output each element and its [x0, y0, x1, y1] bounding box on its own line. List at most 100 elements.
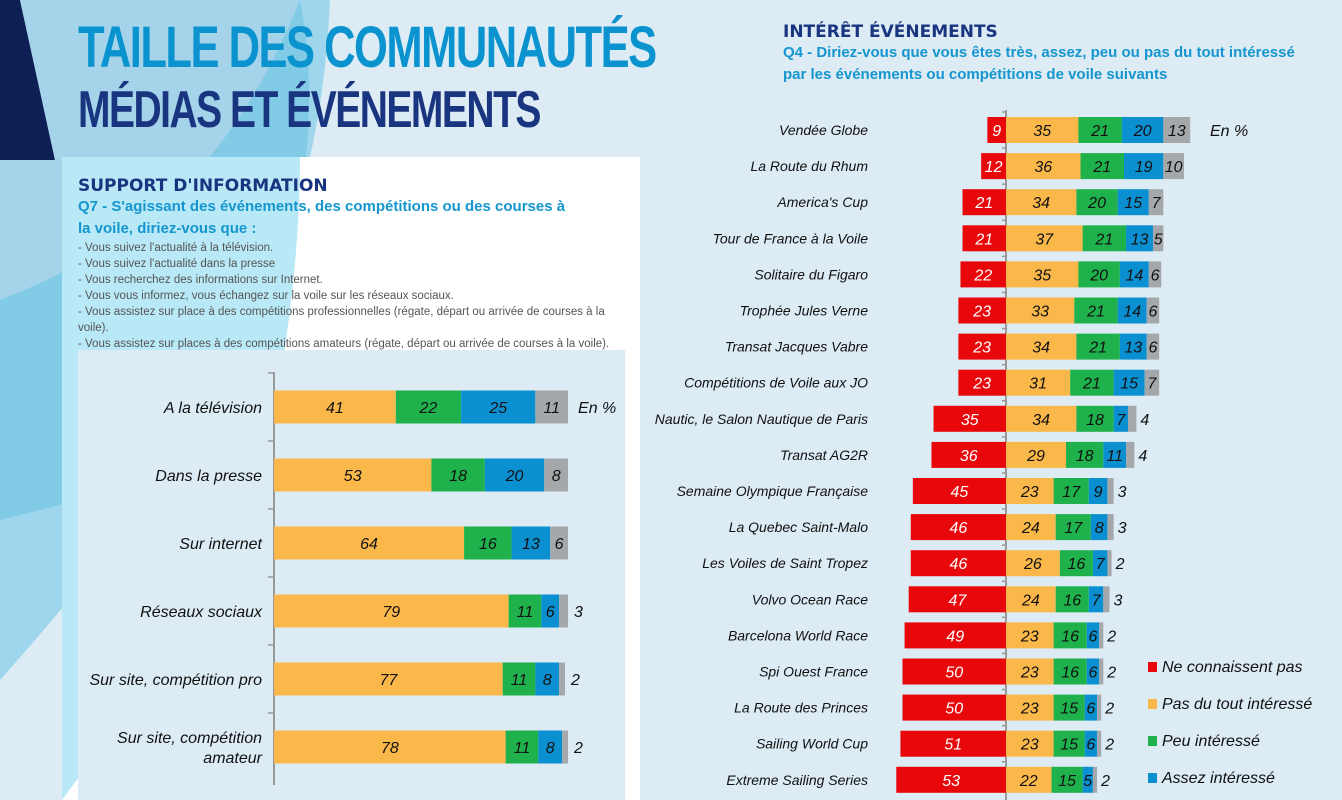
bar-segment-extreme-sailing-series-3 [1082, 766, 1093, 793]
data-label: 20 [505, 468, 524, 485]
bar-segment-la-route-du-rhum-4 [1163, 153, 1185, 180]
data-label: 3 [574, 604, 583, 621]
data-label: 9 [1094, 484, 1103, 501]
bar-segment-sur-internet-1 [464, 526, 512, 560]
data-label: 9 [992, 123, 1001, 140]
bar-segment-transat-ag2r-2 [1066, 441, 1104, 468]
bar-segment-america-s-cup-0 [962, 189, 1006, 216]
bar-segment-transat-ag2r-3 [1103, 441, 1127, 468]
category-label: Sailing World Cup [756, 736, 868, 752]
bar-segment-a-la-television-1 [395, 390, 462, 424]
unit-label: En % [1210, 123, 1248, 140]
data-label: 45 [951, 484, 969, 501]
bar-segment-competitions-de-voile-aux-jo-1 [1006, 369, 1071, 396]
category-label: La Route des Princes [734, 700, 868, 716]
bar-segment-trophee-jules-verne-1 [1006, 297, 1075, 324]
data-label: 2 [1100, 773, 1110, 790]
bar-segment-america-s-cup-4 [1148, 189, 1164, 216]
data-label: 3 [1118, 520, 1127, 537]
data-label: 7 [1147, 376, 1157, 393]
bar-segment-competitions-de-voile-aux-jo-4 [1144, 369, 1160, 396]
data-label: 15 [1058, 773, 1076, 790]
question-q4-line2: par les événements ou compétitions de vo… [783, 66, 1168, 83]
bar-segment-sailing-world-cup-0 [900, 730, 1006, 757]
bar-segment-nautic-le-salon-nautique-de-paris-3 [1113, 405, 1129, 432]
bar-segment-solitaire-du-figaro-0 [960, 261, 1006, 288]
category-label: Volvo Ocean Race [752, 591, 868, 607]
bar-segment-tour-de-france-a-la-voile-2 [1082, 225, 1127, 252]
bar-segment-trophee-jules-verne-4 [1146, 297, 1160, 324]
section-heading: INTÉRÊT ÉVÉNEMENTS [783, 22, 998, 42]
bar-segment-vendee-globe-4 [1163, 117, 1191, 143]
data-label: 33 [1031, 304, 1049, 321]
category-label: Transat Jacques Vabre [725, 339, 868, 355]
data-label: 15 [1120, 376, 1138, 393]
category-label: Vendée Globe [779, 122, 868, 138]
data-label: 6 [1086, 701, 1095, 718]
legend-label: Assez intéressé [1161, 770, 1275, 787]
interest-events-header: INTÉRÊT ÉVÉNEMENTS Q4 - Diriez-vous que … [783, 22, 1295, 86]
question-q7: Q7 - S'agissant des événements, des comp… [78, 198, 566, 237]
data-label: 21 [974, 231, 993, 248]
bar-segment-barcelona-world-race-2 [1053, 622, 1087, 649]
data-label: 20 [1087, 195, 1106, 212]
bar-segment-america-s-cup-3 [1117, 189, 1149, 216]
bar-segment-la-route-des-princes-2 [1053, 694, 1085, 721]
data-label: 12 [985, 159, 1003, 176]
bar-segment-sur-site-competition-amateur-1 [505, 730, 539, 764]
bar-segment-vendee-globe-2 [1078, 117, 1122, 143]
data-label: 24 [1021, 520, 1040, 537]
unit-label: En % [578, 400, 616, 417]
data-label: 5 [1083, 773, 1092, 790]
data-label: 21 [1086, 304, 1105, 321]
bar-segment-spi-ouest-france-1 [1006, 658, 1054, 685]
bar-segment-sur-site-competition-pro-2 [535, 662, 560, 696]
data-label: 8 [1095, 520, 1104, 537]
bar-segment-transat-ag2r-0 [931, 441, 1006, 468]
bar-segment-vendee-globe-3 [1121, 117, 1164, 143]
page-title: TAILLE DES COMMUNAUTÉS [78, 15, 657, 80]
category-label: Sur internet [179, 536, 262, 553]
data-label: 23 [1020, 484, 1039, 501]
data-label: 49 [946, 628, 964, 645]
data-label: 47 [948, 592, 967, 609]
bar-segment-dans-la-presse-3 [544, 458, 569, 492]
data-label: 14 [1123, 304, 1141, 321]
category-label: Barcelona World Race [728, 627, 868, 643]
data-label: 2 [1104, 737, 1114, 754]
bar-segment-sur-site-competition-amateur-3 [562, 730, 569, 764]
bar-segment-la-route-du-rhum-0 [981, 153, 1006, 180]
data-label: 18 [1076, 448, 1094, 465]
bar-segment-semaine-olympique-francaise-1 [1006, 478, 1054, 504]
bar-segment-reseaux-sociaux-1 [508, 594, 542, 628]
data-label: 4 [1140, 412, 1149, 429]
bullet-item: - Vous vous informez, vous échangez sur … [78, 290, 454, 302]
bar-segment-les-voiles-de-saint-tropez-0 [910, 550, 1006, 577]
legend-swatch [1148, 699, 1157, 709]
bar-segment-la-route-des-princes-4 [1097, 694, 1102, 721]
category-label: amateur [203, 750, 262, 767]
data-label: 7 [1116, 412, 1126, 429]
data-label: 36 [1034, 159, 1052, 176]
data-label: 8 [552, 468, 561, 485]
bar-segment-sur-site-competition-pro-1 [502, 662, 536, 696]
bar-segment-barcelona-world-race-3 [1086, 622, 1100, 649]
bar-segment-la-route-du-rhum-1 [1006, 153, 1081, 180]
legend-label: Peu intéressé [1162, 733, 1260, 750]
bar-segment-nautic-le-salon-nautique-de-paris-2 [1076, 405, 1114, 432]
bar-segment-spi-ouest-france-4 [1099, 658, 1104, 685]
data-label: 11 [514, 740, 531, 757]
data-label: 21 [1090, 123, 1109, 140]
bar-segment-dans-la-presse-2 [484, 458, 545, 492]
data-label: 8 [546, 740, 555, 757]
data-label: 50 [945, 701, 963, 718]
data-label: 31 [1029, 376, 1047, 393]
bar-segment-solitaire-du-figaro-4 [1148, 261, 1162, 288]
data-label: 2 [1106, 665, 1116, 682]
data-label: 35 [1033, 267, 1051, 284]
data-label: 2 [1104, 701, 1114, 718]
bar-segment-la-quebec-saint-malo-3 [1090, 514, 1108, 541]
category-label: A la télévision [163, 400, 262, 417]
bar-segment-trophee-jules-verne-0 [958, 297, 1006, 324]
